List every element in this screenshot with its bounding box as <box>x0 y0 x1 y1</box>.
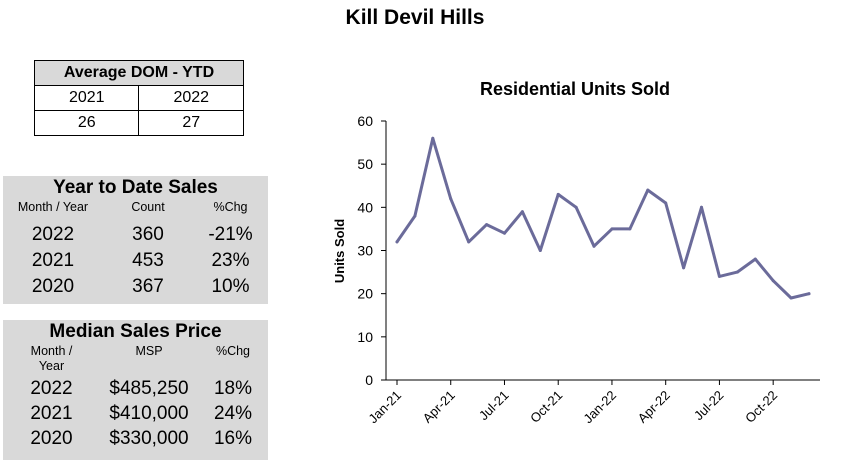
x-tick-label: Jul-21 <box>476 388 512 424</box>
x-tick-label: Apr-22 <box>635 388 673 426</box>
data-point <box>771 279 775 283</box>
data-point <box>395 240 399 244</box>
y-tick-label: 0 <box>365 372 373 388</box>
x-tick-label: Apr-21 <box>420 388 458 426</box>
y-tick-label: 60 <box>357 113 373 129</box>
data-point <box>467 240 471 244</box>
y-axis-label: Units Sold <box>332 219 347 283</box>
dom-year-2022: 2022 <box>138 85 244 111</box>
units-sold-line-chart: Residential Units Sold Units Sold 0 10 20 3… <box>332 79 820 427</box>
chart-title: Residential Units Sold <box>480 79 670 99</box>
dom-year-2021: 2021 <box>33 85 140 111</box>
dom-value-2022: 27 <box>138 110 244 136</box>
average-dom-table: Average DOM - YTD 2021 2022 26 27 <box>33 60 244 136</box>
year-cell: 2021 <box>31 250 75 271</box>
col-header-pct-chg: %Chg <box>213 200 248 214</box>
table-row: 2022 $485,250 18% <box>3 378 268 403</box>
x-tick-label: Oct-22 <box>742 388 780 426</box>
ytd-sales-title: Year to Date Sales <box>53 177 218 198</box>
data-point <box>682 266 686 270</box>
table-row: 2022 360 -21% <box>3 224 268 250</box>
data-point <box>646 188 650 192</box>
pct-chg-cell: 10% <box>211 276 250 297</box>
data-point <box>520 210 524 214</box>
col-header-count: Count <box>131 200 165 214</box>
msp-cell: $410,000 <box>109 403 189 424</box>
data-point <box>538 249 542 252</box>
data-point <box>628 227 632 231</box>
y-tick-label: 20 <box>357 286 373 302</box>
x-tick-label: Jan-22 <box>580 388 619 427</box>
year-cell: 2021 <box>30 403 73 424</box>
pct-chg-cell: 18% <box>213 378 253 399</box>
table-row: 2021 $410,000 24% <box>3 403 268 428</box>
table-row: 2021 453 23% <box>3 250 268 276</box>
data-point <box>485 223 489 227</box>
year-cell: 2022 <box>30 378 73 399</box>
data-point <box>753 257 757 261</box>
x-tick-label: Oct-21 <box>527 388 565 426</box>
data-point <box>592 244 596 248</box>
count-cell: 360 <box>132 224 164 245</box>
pct-chg-cell: 16% <box>213 428 253 449</box>
data-point <box>789 296 793 300</box>
col-header-month-year: Month / Year <box>30 344 73 373</box>
pct-chg-cell: 24% <box>213 403 253 424</box>
pct-chg-cell: 23% <box>211 250 250 271</box>
year-cell: 2020 <box>31 276 75 297</box>
data-point <box>700 205 703 209</box>
y-tick-label: 50 <box>357 156 373 172</box>
data-point <box>574 205 578 209</box>
table-row: 2020 367 10% <box>3 276 268 302</box>
count-cell: 453 <box>132 250 164 271</box>
table-row: 2020 $330,000 16% <box>3 428 268 453</box>
data-point <box>503 231 506 235</box>
year-cell: 2022 <box>31 224 75 245</box>
x-tick-label: Jul-22 <box>691 388 727 424</box>
dom-title: Average DOM - YTD <box>34 60 244 86</box>
data-point <box>807 292 811 296</box>
col-header-month-year: Month / Year <box>17 200 89 214</box>
msp-cell: $485,250 <box>109 378 189 399</box>
data-point <box>449 197 453 201</box>
data-point <box>717 274 721 278</box>
dom-value-2021: 26 <box>33 110 140 136</box>
msp-cell: $330,000 <box>109 428 189 449</box>
data-point <box>556 192 560 196</box>
ytd-sales-panel: Year to Date Sales Month / Year Count %C… <box>3 176 268 304</box>
page-title: Kill Devil Hills <box>345 6 485 29</box>
col-header-pct-chg: %Chg <box>215 344 251 358</box>
count-cell: 367 <box>132 276 164 297</box>
y-tick-label: 30 <box>357 243 373 259</box>
pct-chg-cell: -21% <box>208 224 253 245</box>
series-line <box>395 136 811 300</box>
data-point <box>735 270 739 274</box>
data-point <box>664 201 668 205</box>
y-tick-label: 10 <box>357 329 373 345</box>
year-cell: 2020 <box>30 428 73 449</box>
col-header-msp: MSP <box>135 344 163 358</box>
data-point <box>413 214 417 218</box>
data-point <box>610 227 614 231</box>
median-sales-price-title: Median Sales Price <box>49 321 222 342</box>
x-tick-label: Jan-21 <box>365 388 404 427</box>
median-sales-price-panel: Median Sales Price Month / Year MSP %Chg… <box>3 320 268 460</box>
y-tick-label: 40 <box>357 199 373 215</box>
data-point <box>431 136 435 140</box>
